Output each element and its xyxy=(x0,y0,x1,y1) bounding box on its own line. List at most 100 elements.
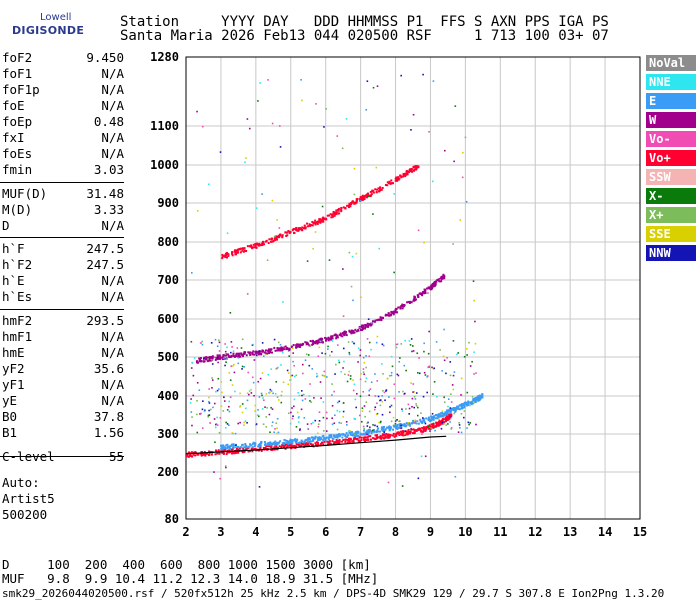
echo-point xyxy=(274,349,277,352)
echo-point xyxy=(357,440,360,443)
y-tick-label: 200 xyxy=(157,465,179,479)
echo-point xyxy=(316,372,318,375)
echo-point xyxy=(423,350,425,353)
echo-point xyxy=(306,423,309,425)
echo-point xyxy=(281,348,284,351)
echo-point xyxy=(288,444,291,447)
echo-point xyxy=(335,434,338,437)
echo-point xyxy=(370,381,373,384)
param-row-he: h`E N/A xyxy=(2,273,124,289)
echo-point xyxy=(312,436,315,439)
echo-point xyxy=(408,407,411,410)
echo-point xyxy=(412,113,415,116)
echo-point xyxy=(236,347,239,349)
echo-point xyxy=(462,151,464,154)
echo-point xyxy=(378,190,381,193)
echo-point xyxy=(361,196,364,199)
echo-point xyxy=(453,160,455,163)
echo-point xyxy=(321,218,324,221)
param-name: M(D) xyxy=(2,202,33,217)
echo-point xyxy=(428,131,430,133)
echo-point xyxy=(260,441,263,444)
echo-point xyxy=(380,420,382,423)
echo-point xyxy=(342,439,345,442)
echo-point xyxy=(382,317,385,320)
echo-point xyxy=(243,446,246,449)
echo-point xyxy=(299,343,302,346)
echo-point xyxy=(393,383,396,386)
echo-point xyxy=(356,197,359,200)
echo-point xyxy=(448,408,451,411)
echo-point xyxy=(365,324,368,327)
echo-point xyxy=(301,394,303,397)
echo-point xyxy=(454,475,457,478)
echo-point xyxy=(274,428,276,430)
x-tick-label: 15 xyxy=(633,525,647,539)
echo-point xyxy=(404,432,406,435)
echo-point xyxy=(428,330,430,333)
echo-point xyxy=(351,434,354,437)
echo-point xyxy=(224,364,226,367)
echo-point xyxy=(349,431,352,434)
echo-point xyxy=(281,351,284,354)
echo-point xyxy=(379,399,382,401)
echo-point xyxy=(246,399,249,402)
echo-point xyxy=(348,370,351,373)
echo-point xyxy=(409,430,412,433)
echo-point xyxy=(347,204,350,207)
echo-point xyxy=(341,147,344,150)
echo-point xyxy=(321,341,324,344)
echo-point xyxy=(381,395,384,397)
echo-point xyxy=(205,452,208,455)
echo-point xyxy=(253,445,256,448)
echo-point xyxy=(235,355,238,358)
echo-point xyxy=(348,251,351,254)
echo-point xyxy=(231,443,234,446)
echo-point xyxy=(287,443,290,446)
echo-point xyxy=(390,310,393,313)
echo-point xyxy=(473,351,475,354)
echo-point xyxy=(227,353,230,356)
echo-point xyxy=(424,428,427,431)
param-value: N/A xyxy=(101,130,124,145)
echo-point xyxy=(262,423,265,425)
echo-point xyxy=(430,415,433,418)
echo-point xyxy=(246,245,249,248)
echo-point xyxy=(353,193,356,196)
echo-point xyxy=(286,347,289,350)
echo-point xyxy=(276,238,279,241)
echo-point xyxy=(410,382,412,384)
echo-point xyxy=(349,375,352,377)
echo-point xyxy=(461,403,464,406)
echo-point xyxy=(393,435,396,438)
echo-point xyxy=(218,341,221,344)
echo-point xyxy=(215,390,217,393)
x-tick-label: 12 xyxy=(528,525,542,539)
param-name: yF1 xyxy=(2,377,25,392)
echo-point xyxy=(350,329,353,332)
echo-point xyxy=(342,315,345,317)
echo-point xyxy=(216,354,219,357)
echo-point xyxy=(287,350,290,353)
echo-point xyxy=(443,418,446,421)
echo-point xyxy=(419,428,422,431)
echo-point xyxy=(268,413,271,416)
distance-row: D 100 200 400 600 800 1000 1500 3000 [km… xyxy=(2,557,371,572)
echo-point xyxy=(337,212,340,215)
echo-point xyxy=(243,421,245,424)
echo-point xyxy=(316,220,319,223)
y-tick-label: 700 xyxy=(157,273,179,287)
echo-point xyxy=(327,345,329,348)
echo-point xyxy=(439,277,442,280)
param-name: B0 xyxy=(2,409,18,424)
echo-point xyxy=(224,254,227,257)
echo-point xyxy=(356,392,358,395)
echo-point xyxy=(219,357,222,360)
echo-point xyxy=(415,167,418,170)
echo-point xyxy=(244,444,247,447)
echo-point xyxy=(292,360,294,363)
echo-point xyxy=(300,390,303,392)
echo-point xyxy=(236,251,239,254)
echo-point xyxy=(446,411,449,414)
echo-point xyxy=(472,398,475,401)
